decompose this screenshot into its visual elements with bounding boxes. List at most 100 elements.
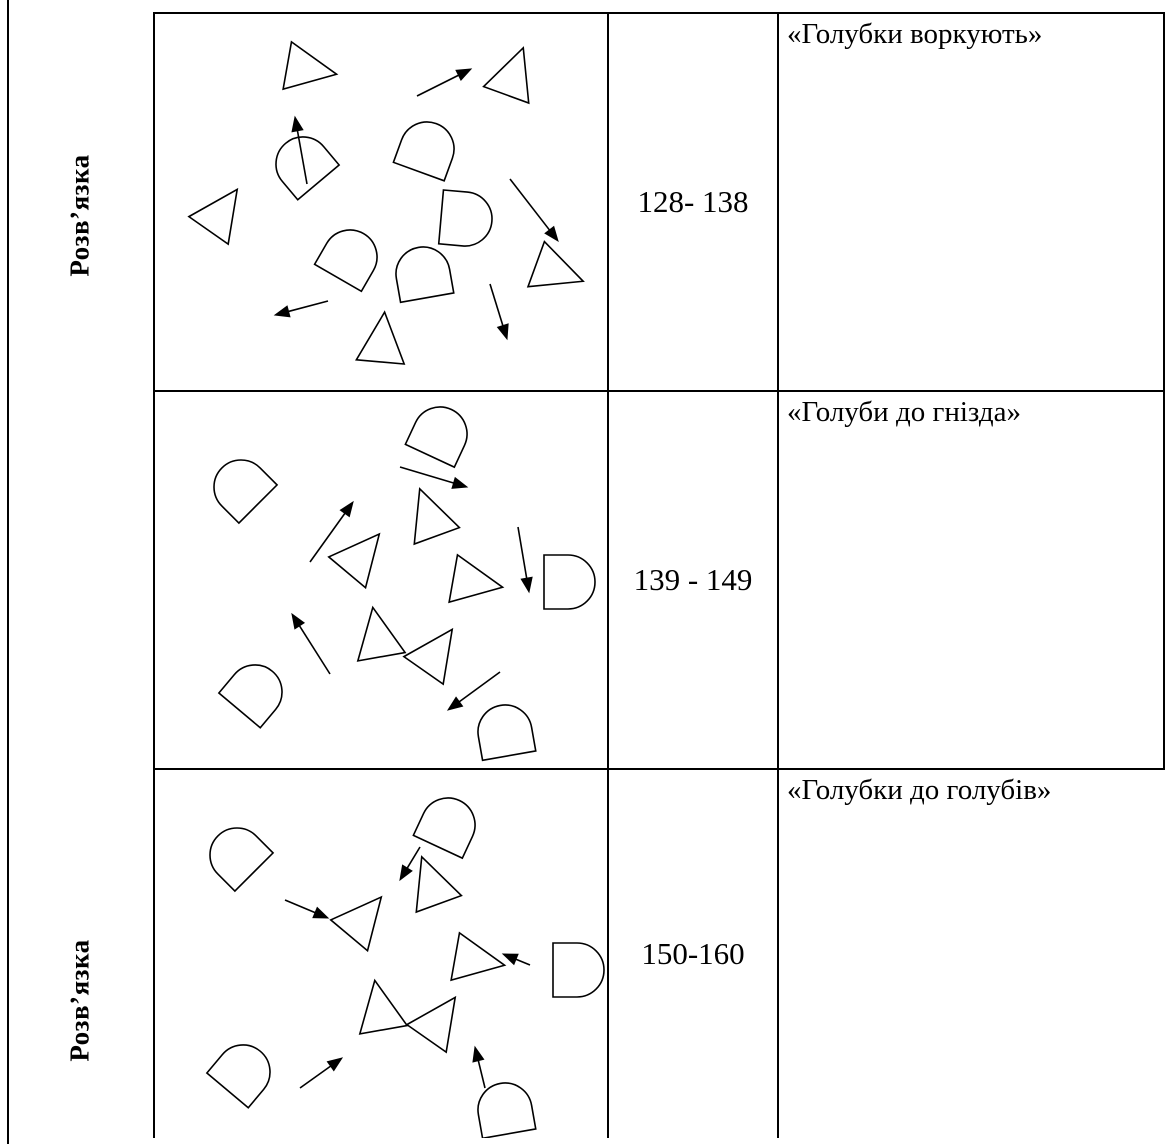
triangle-outline — [187, 187, 239, 246]
dove-shape-icon — [205, 1044, 271, 1109]
dove-shape-icon — [392, 121, 455, 182]
triangle-outline — [526, 240, 585, 288]
scheme-cell — [153, 768, 608, 1138]
arrow-icon — [399, 846, 421, 882]
dove-outline — [392, 121, 455, 182]
arrow-shaft — [299, 1065, 332, 1089]
scene-title: «Голубки до голубів» — [787, 774, 1052, 806]
section-label-text: Розв’язка — [64, 938, 95, 1062]
arrow-shaft — [288, 300, 329, 313]
scene-title: «Голуби до гнізда» — [787, 396, 1021, 428]
scheme-cell — [153, 390, 609, 770]
dove-outline — [275, 136, 341, 201]
triangle-icon — [282, 40, 339, 91]
dove-outline — [437, 189, 493, 247]
triangle-outline — [413, 487, 461, 546]
triangle-icon — [448, 553, 505, 604]
pages-cell: 139 - 149 — [607, 390, 779, 770]
triangle-icon — [405, 995, 457, 1054]
section-label-bottom: Розв’язка — [55, 890, 105, 1110]
arrow-head — [501, 953, 519, 966]
dove-shape-icon — [275, 136, 341, 201]
triangle-outline — [402, 627, 454, 686]
arrow-head — [291, 612, 306, 630]
arrow-icon — [399, 466, 469, 489]
arrow-head — [472, 1045, 485, 1063]
dove-shape-icon — [209, 827, 275, 893]
dove-shape-icon — [552, 942, 605, 998]
arrow-icon — [509, 178, 559, 243]
section-label-text: Розв’язка — [64, 153, 95, 277]
title-cell: «Голубки воркують» — [777, 12, 1165, 392]
arrow-head — [399, 864, 413, 882]
dove-outline — [213, 459, 279, 525]
title-cell: «Голуби до гнізда» — [777, 390, 1165, 770]
arrow-shaft — [406, 846, 421, 869]
dove-outline — [395, 246, 455, 304]
triangle-outline — [405, 995, 457, 1054]
arrow-head — [339, 500, 354, 518]
dove-outline — [209, 827, 275, 893]
arrow-icon — [501, 953, 531, 966]
scene-title: «Голубки воркують» — [787, 18, 1043, 50]
arrow-head — [291, 115, 304, 133]
dance-scheme-1 — [187, 40, 585, 365]
dance-scheme-3 — [205, 797, 605, 1138]
arrow-head — [312, 906, 330, 919]
triangle-icon — [413, 487, 461, 546]
arrow-head — [520, 576, 533, 594]
triangle-icon — [356, 605, 407, 662]
dove-shape-icon — [477, 704, 537, 762]
triangle-icon — [187, 187, 239, 246]
dove-outline — [404, 406, 468, 469]
dove-shape-icon — [213, 459, 279, 525]
scenes-table: 128- 138 «Голубки воркують» 139 - 149 «Г… — [153, 12, 1165, 1138]
dove-outline — [313, 229, 378, 293]
triangle-icon — [415, 855, 463, 914]
triangle-outline — [415, 855, 463, 914]
section-column-border — [7, 0, 9, 1144]
triangle-icon — [450, 931, 507, 982]
triangle-outline — [282, 40, 339, 91]
triangle-icon — [526, 240, 585, 288]
section-label-top: Розв’язка — [55, 105, 105, 325]
scheme-cell — [153, 12, 609, 392]
triangle-outline — [355, 310, 406, 365]
dove-outline — [412, 797, 476, 860]
arrow-shaft — [296, 130, 308, 185]
triangle-outline — [450, 931, 507, 982]
pages-cell: 128- 138 — [607, 12, 779, 392]
table-row: 128- 138 «Голубки воркують» — [153, 12, 1165, 392]
triangle-outline — [358, 978, 409, 1035]
dove-outline — [543, 554, 596, 610]
dove-outline — [552, 942, 605, 998]
arrow-shaft — [416, 74, 459, 97]
arrow-icon — [517, 526, 533, 594]
dove-shape-icon — [437, 189, 493, 247]
dove-outline — [205, 1044, 271, 1109]
title-cell: «Голубки до голубів» — [777, 768, 1164, 1138]
arrow-shaft — [489, 283, 504, 326]
triangle-outline — [327, 532, 381, 590]
arrow-head — [273, 305, 291, 318]
arrow-shaft — [309, 512, 346, 563]
arrow-icon — [416, 68, 473, 97]
arrow-head — [446, 696, 464, 711]
triangle-outline — [329, 895, 383, 953]
dove-shape-icon — [477, 1082, 537, 1138]
arrow-icon — [299, 1057, 344, 1089]
arrow-shaft — [477, 1060, 486, 1089]
arrow-head — [326, 1057, 344, 1072]
arrow-icon — [291, 115, 308, 185]
triangle-icon — [482, 46, 530, 105]
arrow-icon — [489, 283, 509, 341]
arrow-shaft — [515, 958, 531, 966]
dove-shape-icon — [543, 554, 596, 610]
arrow-head — [496, 323, 509, 341]
arrow-icon — [284, 899, 330, 919]
triangle-icon — [329, 895, 383, 953]
arrow-head — [451, 476, 469, 489]
triangle-icon — [327, 532, 381, 590]
dove-outline — [217, 664, 283, 729]
arrow-shaft — [399, 466, 454, 484]
